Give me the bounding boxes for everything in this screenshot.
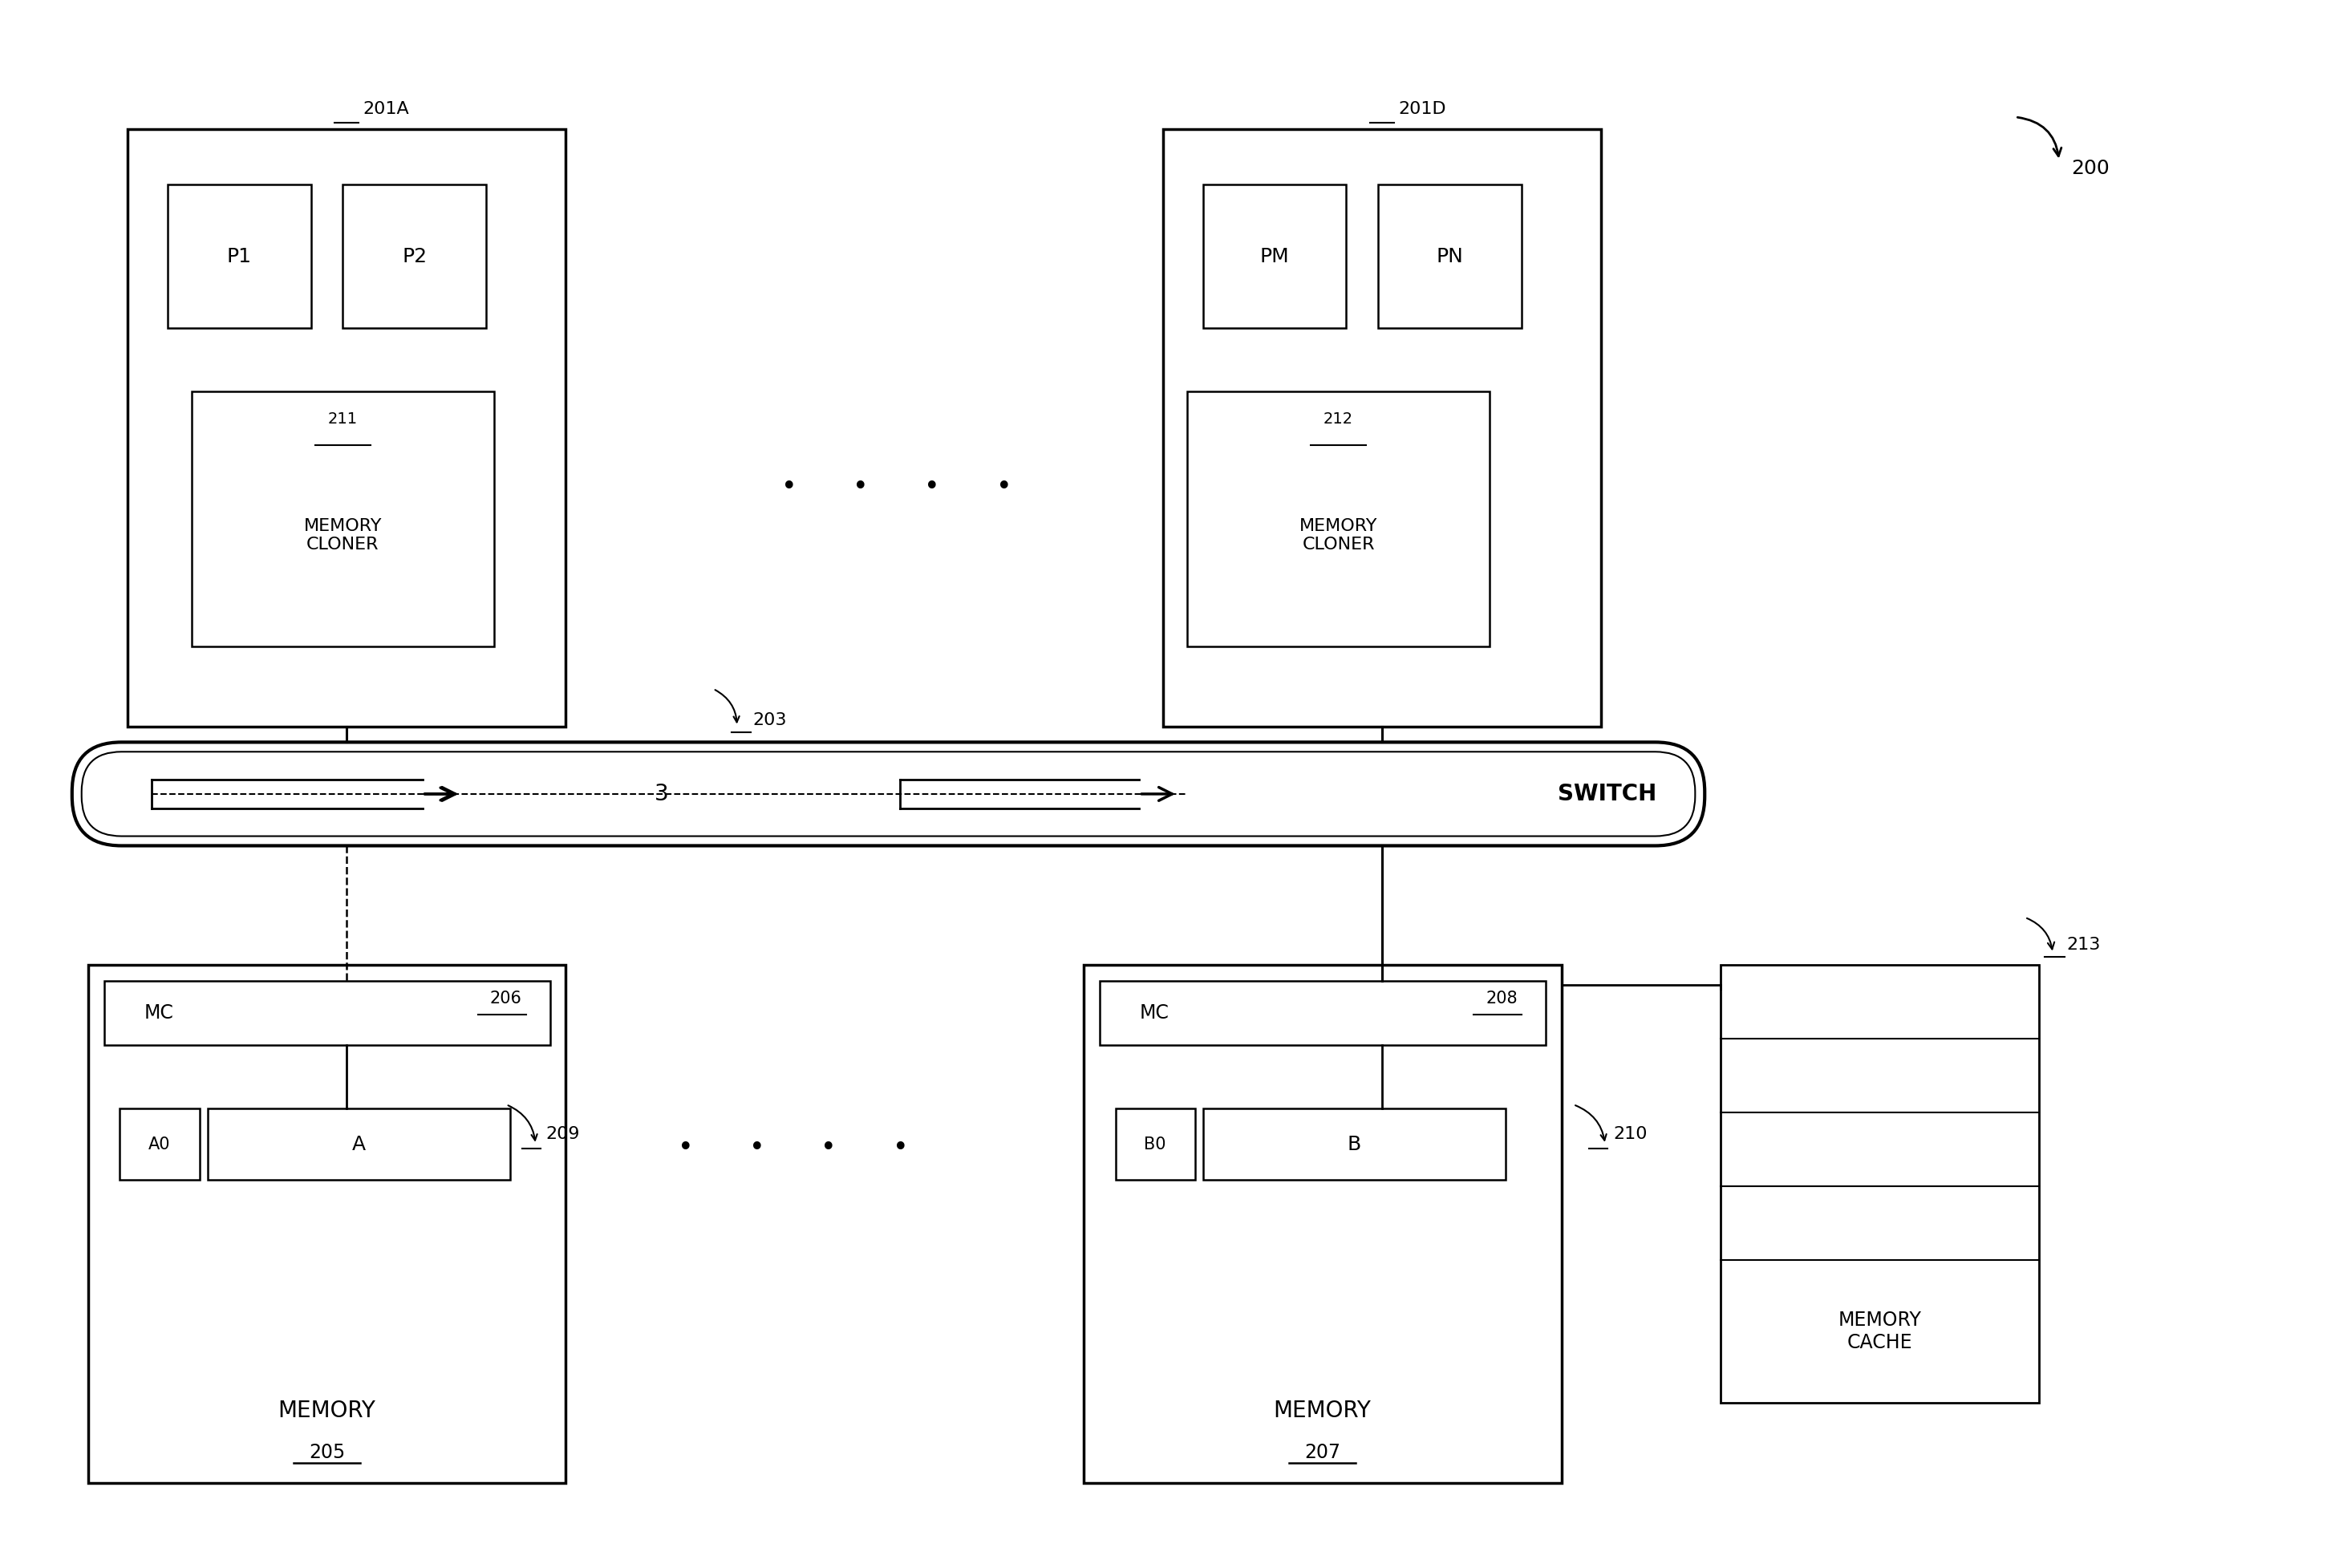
Text: P1: P1 (227, 246, 251, 267)
Bar (209, 1109, 511, 1181)
Text: •: • (853, 474, 869, 500)
FancyBboxPatch shape (82, 751, 1694, 836)
Text: 3: 3 (654, 782, 668, 806)
Text: MC: MC (1139, 1004, 1169, 1022)
Text: •: • (996, 474, 1012, 500)
Text: 213: 213 (2067, 938, 2099, 953)
Text: 201D: 201D (1399, 100, 1446, 118)
Text: MEMORY
CACHE: MEMORY CACHE (1839, 1311, 1921, 1352)
Text: A: A (351, 1135, 366, 1154)
Text: 205: 205 (309, 1443, 344, 1461)
FancyArrowPatch shape (2017, 118, 2062, 157)
Text: PM: PM (1261, 246, 1289, 267)
FancyArrowPatch shape (715, 690, 740, 723)
Text: MEMORY: MEMORY (1275, 1400, 1371, 1422)
Text: SWITCH: SWITCH (1558, 782, 1657, 806)
Text: •: • (923, 474, 940, 500)
Bar (129, 129, 565, 726)
Bar (1115, 1109, 1195, 1181)
Bar (1202, 185, 1347, 328)
Bar (1378, 185, 1521, 328)
Bar (1188, 392, 1490, 646)
Text: 208: 208 (1485, 991, 1518, 1007)
Bar (1139, 779, 1179, 808)
Text: MEMORY: MEMORY (279, 1400, 375, 1422)
Text: 210: 210 (1612, 1126, 1647, 1142)
Text: 201A: 201A (363, 100, 410, 118)
Bar (904, 779, 1136, 808)
Text: B: B (1347, 1135, 1361, 1154)
FancyBboxPatch shape (73, 742, 1706, 845)
Bar (1202, 1109, 1507, 1181)
Text: 203: 203 (752, 712, 787, 729)
FancyArrowPatch shape (1574, 1105, 1607, 1140)
Bar (169, 185, 312, 328)
Text: MEMORY
CLONER: MEMORY CLONER (305, 517, 382, 552)
Text: •: • (677, 1135, 694, 1162)
Bar (1082, 966, 1560, 1483)
FancyArrowPatch shape (508, 1105, 537, 1140)
Bar (1099, 982, 1546, 1044)
Text: PN: PN (1436, 246, 1464, 267)
Text: 209: 209 (546, 1126, 581, 1142)
Bar (192, 392, 494, 646)
Text: A0: A0 (148, 1137, 171, 1152)
Text: 212: 212 (1324, 412, 1354, 426)
Text: P2: P2 (403, 246, 426, 267)
Bar (103, 982, 551, 1044)
Bar (1720, 966, 2038, 1403)
Bar (1162, 129, 1600, 726)
Bar (342, 185, 487, 328)
Bar (119, 1109, 199, 1181)
Text: •: • (820, 1135, 836, 1162)
Text: 211: 211 (328, 412, 358, 426)
Bar (155, 779, 419, 808)
Text: 207: 207 (1305, 1443, 1340, 1461)
Text: •: • (780, 474, 797, 500)
Text: •: • (893, 1135, 909, 1162)
Text: MC: MC (143, 1004, 173, 1022)
FancyArrowPatch shape (2027, 919, 2055, 949)
Text: •: • (750, 1135, 764, 1162)
Text: B0: B0 (1143, 1137, 1167, 1152)
Bar (89, 966, 565, 1483)
Bar (422, 779, 459, 808)
Text: 200: 200 (2071, 160, 2109, 179)
Text: 206: 206 (490, 991, 522, 1007)
Text: MEMORY
CLONER: MEMORY CLONER (1300, 517, 1378, 552)
